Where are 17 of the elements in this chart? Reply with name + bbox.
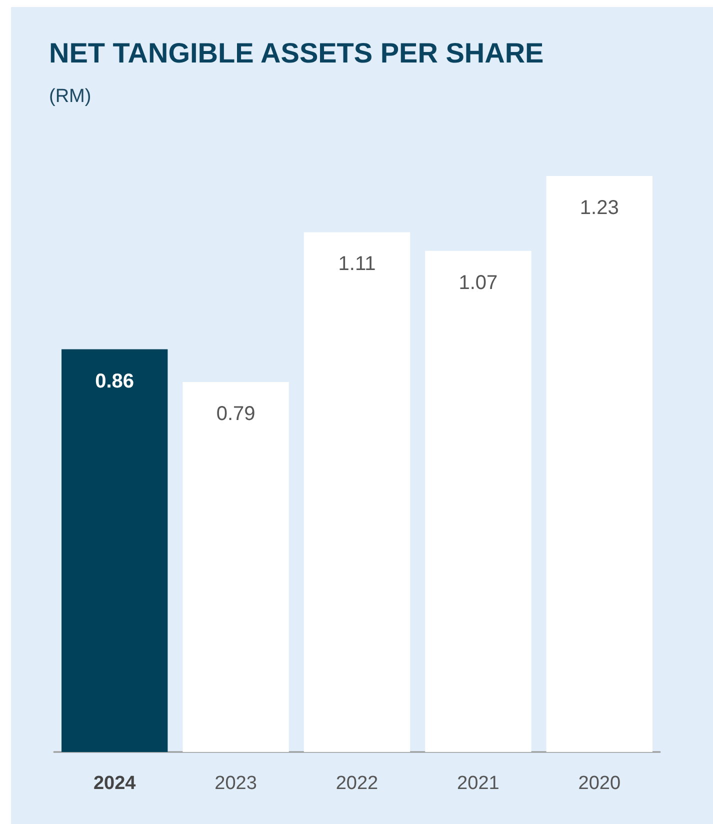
data-label: 0.79 <box>216 403 256 426</box>
chart-subtitle: (RM) <box>49 86 92 107</box>
x-tick-label: 2022 <box>336 773 378 794</box>
bar <box>304 232 410 752</box>
x-tick-label: 2020 <box>578 773 621 794</box>
chart-title: NET TANGIBLE ASSETS PER SHARE <box>49 38 544 68</box>
data-label: 1.23 <box>580 197 619 219</box>
data-label: 0.86 <box>95 370 134 392</box>
bar <box>425 250 532 752</box>
bar <box>546 176 652 752</box>
bar <box>182 382 289 752</box>
x-tick-label: 2023 <box>214 773 257 794</box>
data-label: 1.07 <box>458 272 498 294</box>
data-label: 1.11 <box>338 253 376 276</box>
x-tick-label: 2021 <box>457 773 500 794</box>
bar <box>62 349 168 752</box>
x-tick-label: 2024 <box>93 773 136 794</box>
